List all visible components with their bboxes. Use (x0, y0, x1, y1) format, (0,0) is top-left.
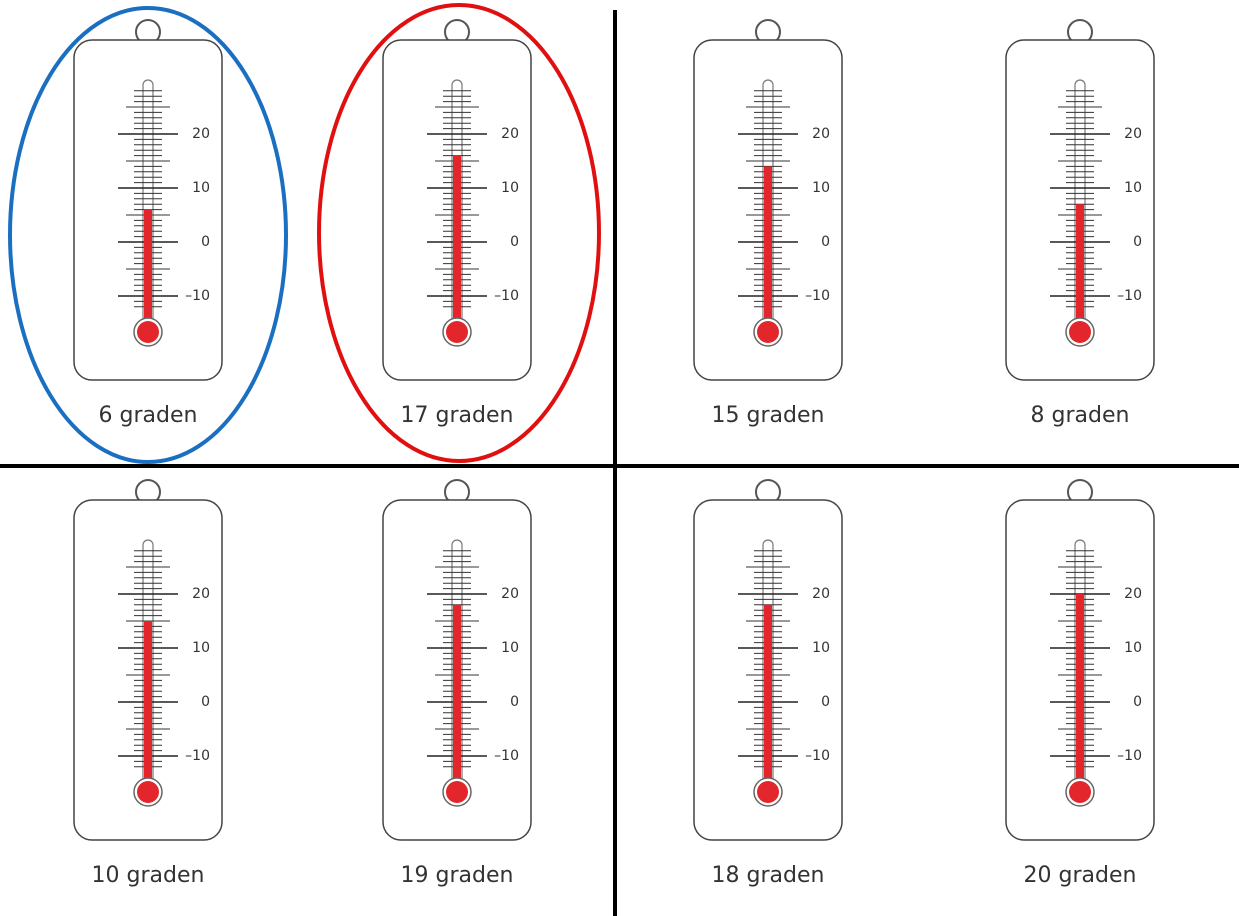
thermometer: 20 10 0 –10 10 graden (73, 479, 223, 888)
tick-label: 20 (1124, 126, 1142, 142)
tick-label: 0 (1133, 694, 1142, 710)
bulb (446, 781, 468, 803)
tick-label: 10 (812, 640, 830, 656)
thermometer: 20 10 0 –10 6 graden (73, 19, 223, 428)
bulb (137, 781, 159, 803)
blue-circle (8, 6, 288, 464)
tick-label: 0 (821, 234, 830, 250)
thermometer: 20 10 0 –10 8 graden (1005, 19, 1155, 428)
tick-label: –10 (1117, 748, 1142, 764)
tick-label: 10 (501, 640, 519, 656)
mercury (1076, 594, 1084, 792)
mercury (764, 166, 772, 332)
red-circle (317, 3, 601, 463)
tick-label: 20 (501, 586, 519, 602)
tick-label: 20 (192, 126, 210, 142)
tick-label: 10 (812, 180, 830, 196)
thermometer: 20 10 0 –10 15 graden (693, 19, 843, 428)
thermometer: 20 10 0 –10 19 graden (382, 479, 532, 888)
caption: 15 graden (712, 403, 825, 428)
caption: 10 graden (92, 863, 205, 888)
thermometer: 20 10 0 –10 18 graden (693, 479, 843, 888)
tick-label: 0 (201, 234, 210, 250)
caption: 20 graden (1024, 863, 1137, 888)
tick-label: 20 (812, 126, 830, 142)
bulb (137, 321, 159, 343)
tick-label: 20 (192, 586, 210, 602)
tick-label: –10 (185, 748, 210, 764)
tick-label: 0 (1133, 234, 1142, 250)
mercury (1076, 204, 1084, 332)
tick-label: –10 (494, 288, 519, 304)
tick-label: 10 (192, 640, 210, 656)
mercury (144, 621, 152, 792)
caption: 18 graden (712, 863, 825, 888)
tick-label: –10 (494, 748, 519, 764)
tick-label: 10 (501, 180, 519, 196)
caption: 8 graden (1031, 403, 1130, 428)
bulb (757, 781, 779, 803)
tick-label: 10 (1124, 180, 1142, 196)
mercury (453, 155, 461, 332)
tick-label: 0 (821, 694, 830, 710)
tick-label: 0 (510, 234, 519, 250)
tick-label: –10 (1117, 288, 1142, 304)
tick-label: 0 (510, 694, 519, 710)
mercury (764, 604, 772, 792)
bulb (446, 321, 468, 343)
mercury (144, 209, 152, 332)
tick-label: 20 (1124, 586, 1142, 602)
tick-label: 10 (1124, 640, 1142, 656)
tick-label: 0 (201, 694, 210, 710)
thermometer: 20 10 0 –10 20 graden (1005, 479, 1155, 888)
tick-label: 20 (812, 586, 830, 602)
tick-label: –10 (805, 288, 830, 304)
thermometer: 20 10 0 –10 17 graden (382, 19, 532, 428)
tick-label: –10 (185, 288, 210, 304)
tick-label: 20 (501, 126, 519, 142)
caption: 17 graden (401, 403, 514, 428)
bulb (1069, 781, 1091, 803)
mercury (453, 604, 461, 792)
tick-label: –10 (805, 748, 830, 764)
caption: 19 graden (401, 863, 514, 888)
tick-label: 10 (192, 180, 210, 196)
bulb (1069, 321, 1091, 343)
caption: 6 graden (99, 403, 198, 428)
bulb (757, 321, 779, 343)
